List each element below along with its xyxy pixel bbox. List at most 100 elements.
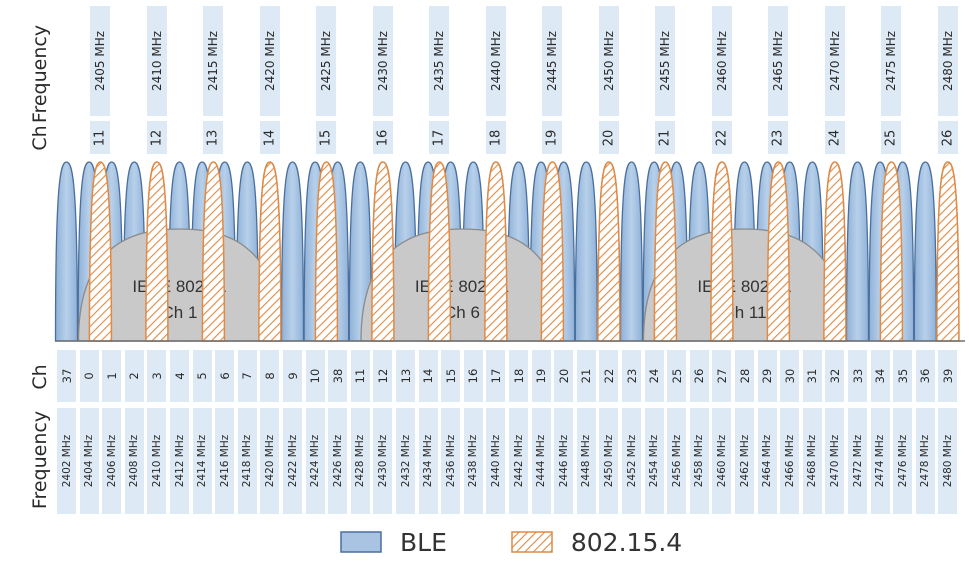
ble-frequency-text: 2412 MHz — [173, 434, 186, 488]
zigbee-frequency-cell: 2440 MHz — [485, 6, 506, 116]
zigbee-frequency-text: 2470 MHz — [827, 30, 842, 92]
zigbee-frequency-cell: 2445 MHz — [542, 6, 563, 116]
zigbee-channel-text: 18 — [488, 129, 504, 146]
ble-channel-cell: 10 — [305, 350, 325, 402]
ble-channel-text: 36 — [918, 368, 933, 384]
ble-frequency-cell: 2460 MHz — [712, 408, 732, 514]
ble-channel-cell: 15 — [441, 350, 461, 402]
zigbee-channel-cell: 24 — [824, 121, 845, 154]
ble-channel-text: 30 — [782, 368, 797, 384]
ble-frequency-text: 2432 MHz — [399, 434, 412, 488]
zigbee-channel-lobe — [88, 161, 113, 342]
ble-channel-cell: 37 — [57, 350, 76, 402]
ble-frequency-cell: 2406 MHz — [102, 408, 122, 514]
zigbee-channel-text: 20 — [601, 129, 617, 146]
ble-frequency-cell: 2440 MHz — [486, 408, 506, 514]
ble-channel-text: 39 — [940, 368, 955, 384]
ble-channel-text: 1 — [104, 372, 119, 380]
ble-channel-cell: 34 — [870, 350, 890, 402]
ble-channel-cell: 8 — [260, 350, 280, 402]
ble-channel-cell: 33 — [848, 350, 867, 402]
zigbee-frequency-text: 2415 MHz — [206, 30, 221, 92]
ble-channel-lobe — [913, 161, 937, 342]
ble-channel-cell: 3 — [147, 350, 167, 402]
ble-channel-cell: 39 — [938, 350, 958, 402]
ble-channel-cell: 2 — [124, 350, 144, 402]
zigbee-frequency-cell: 2410 MHz — [146, 6, 167, 116]
ble-channel-cell: 4 — [170, 350, 189, 402]
ble-frequency-cell: 2438 MHz — [463, 408, 483, 514]
ble-frequency-text: 2474 MHz — [874, 434, 887, 488]
zigbee-channel-text: 22 — [714, 129, 730, 146]
top-frequency-label: Frequency — [29, 24, 51, 124]
ble-frequency-text: 2462 MHz — [738, 434, 751, 488]
ble-frequency-text: 2436 MHz — [444, 434, 457, 488]
zigbee-channel-cell: 13 — [203, 121, 224, 154]
ble-frequency-cell: 2416 MHz — [215, 408, 235, 514]
ble-channel-text: 14 — [421, 368, 436, 384]
zigbee-channel-cell: 21 — [655, 121, 676, 154]
ble-frequency-text: 2460 MHz — [715, 434, 728, 488]
ble-frequency-text: 2452 MHz — [625, 434, 638, 488]
ble-channel-cell: 7 — [237, 350, 257, 402]
zigbee-frequency-text: 2450 MHz — [601, 30, 616, 92]
zigbee-channel-cell: 11 — [90, 121, 111, 154]
ble-frequency-cell: 2412 MHz — [170, 408, 189, 514]
ble-frequency-cell: 2408 MHz — [124, 408, 144, 514]
ble-frequency-cell: 2448 MHz — [576, 408, 596, 514]
zigbee-frequency-cell: 2475 MHz — [881, 6, 902, 116]
ble-channel-cell: 9 — [283, 350, 302, 402]
zigbee-channel-text: 26 — [940, 129, 956, 146]
zigbee-frequency-cell: 2470 MHz — [824, 6, 845, 116]
zigbee-channel-cell: 14 — [259, 121, 280, 154]
zigbee-frequency-cell: 2480 MHz — [937, 6, 958, 116]
ble-channel-text: 9 — [285, 372, 300, 380]
ble-channel-text: 19 — [534, 368, 549, 384]
zigbee-channel-lobe — [427, 161, 452, 342]
ble-channel-text: 29 — [760, 368, 775, 384]
zigbee-frequency-text: 2460 MHz — [714, 30, 729, 92]
zigbee-frequency-text: 2480 MHz — [940, 30, 955, 92]
ble-channel-text: 22 — [601, 368, 616, 384]
ble-channel-cell: 21 — [576, 350, 596, 402]
zigbee-channel-lobe — [314, 161, 339, 342]
ble-channel-cell: 11 — [350, 350, 370, 402]
ble-frequency-cell: 2444 MHz — [531, 408, 551, 514]
ble-frequency-text: 2480 MHz — [941, 434, 954, 488]
bottom-channel-label: Ch — [29, 364, 51, 390]
ble-frequency-cell: 2454 MHz — [644, 408, 664, 514]
ble-frequency-text: 2446 MHz — [557, 434, 570, 488]
zigbee-channel-text: 16 — [375, 129, 391, 146]
zigbee-frequency-text: 2455 MHz — [658, 30, 673, 92]
ble-channel-cell: 20 — [554, 350, 574, 402]
ble-frequency-text: 2422 MHz — [286, 434, 299, 488]
zigbee-channel-text: 13 — [205, 129, 221, 146]
ble-frequency-cell: 2462 MHz — [735, 408, 754, 514]
ble-frequency-cell: 2458 MHz — [689, 408, 709, 514]
top-channel-label: Ch — [29, 125, 51, 151]
ble-frequency-text: 2468 MHz — [806, 434, 819, 488]
ble-swatch-icon — [340, 531, 382, 553]
zigbee-channel-text: 25 — [883, 129, 899, 146]
ble-frequency-cell: 2436 MHz — [441, 408, 461, 514]
ble-frequency-text: 2408 MHz — [128, 434, 141, 488]
ble-frequency-cell: 2474 MHz — [870, 408, 890, 514]
ble-channel-cell: 18 — [509, 350, 528, 402]
ble-channel-cell: 24 — [644, 350, 664, 402]
ble-channel-text: 32 — [827, 368, 842, 384]
ble-channel-cell: 25 — [667, 350, 687, 402]
ble-channel-text: 18 — [511, 368, 526, 384]
ble-channel-cell: 30 — [780, 350, 800, 402]
ble-channel-cell: 17 — [486, 350, 506, 402]
ble-frequency-cell: 2472 MHz — [848, 408, 867, 514]
ble-frequency-cell: 2418 MHz — [237, 408, 257, 514]
zigbee-channel-lobe — [145, 161, 169, 342]
zigbee-channel-lobe — [823, 161, 847, 342]
ble-frequency-text: 2470 MHz — [828, 434, 841, 488]
ble-channel-text: 16 — [466, 368, 481, 384]
ble-channel-cell: 29 — [757, 350, 777, 402]
ble-channel-lobe — [280, 161, 305, 342]
ble-channel-text: 6 — [217, 372, 232, 380]
